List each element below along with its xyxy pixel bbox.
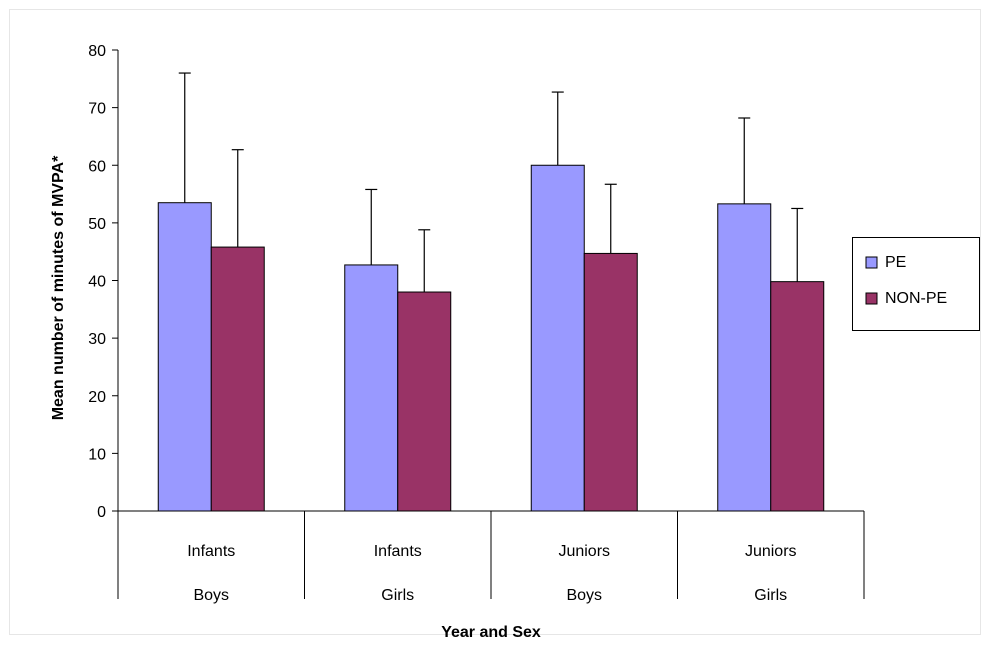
x-category-year-label-2: Juniors (558, 543, 610, 560)
bar-non-pe-2 (583, 252, 638, 512)
legend-swatch-0 (865, 256, 878, 269)
bar-non-pe-3 (770, 281, 825, 512)
legend-label-1: NON-PE (885, 290, 947, 307)
x-category-sex-label-3: Girls (754, 587, 787, 604)
bar-pe-1 (344, 264, 399, 512)
bar-pe-3 (717, 203, 772, 512)
x-category-year-label-3: Juniors (745, 543, 797, 560)
legend-swatch-1 (865, 292, 878, 305)
bar-non-pe-1 (397, 291, 452, 512)
bar-pe-2 (530, 164, 585, 512)
plot-area: 0 10 20 30 40 50 60 70 80 Infants Boys Infants Girls… (88, 43, 865, 604)
x-category-sex-label-1: Girls (381, 587, 414, 604)
y-tick-label-7: 70 (88, 101, 106, 118)
y-tick-label-2: 20 (88, 389, 106, 406)
bar-non-pe-0 (210, 246, 265, 512)
legend: PE NON-PE (852, 237, 980, 331)
x-category-year-label-1: Infants (374, 543, 422, 560)
bar-pe-0 (157, 202, 212, 512)
legend-box (852, 237, 980, 331)
y-tick-label-4: 40 (88, 274, 106, 291)
x-category-year-label-0: Infants (187, 543, 235, 560)
x-category-sex-label-0: Boys (193, 587, 229, 604)
y-tick-label-3: 30 (88, 331, 106, 348)
x-axis-title: Year and Sex (441, 624, 541, 641)
legend-label-0: PE (885, 254, 906, 271)
y-axis-title: Mean number of minutes of MVPA* (50, 155, 67, 420)
y-tick-label-8: 80 (88, 43, 106, 60)
y-tick-label-1: 10 (88, 446, 106, 463)
y-tick-label-6: 60 (88, 158, 106, 175)
y-tick-label-0: 0 (97, 504, 106, 521)
chart-frame (9, 9, 981, 635)
x-category-sex-label-2: Boys (566, 587, 602, 604)
y-tick-label-5: 50 (88, 216, 106, 233)
